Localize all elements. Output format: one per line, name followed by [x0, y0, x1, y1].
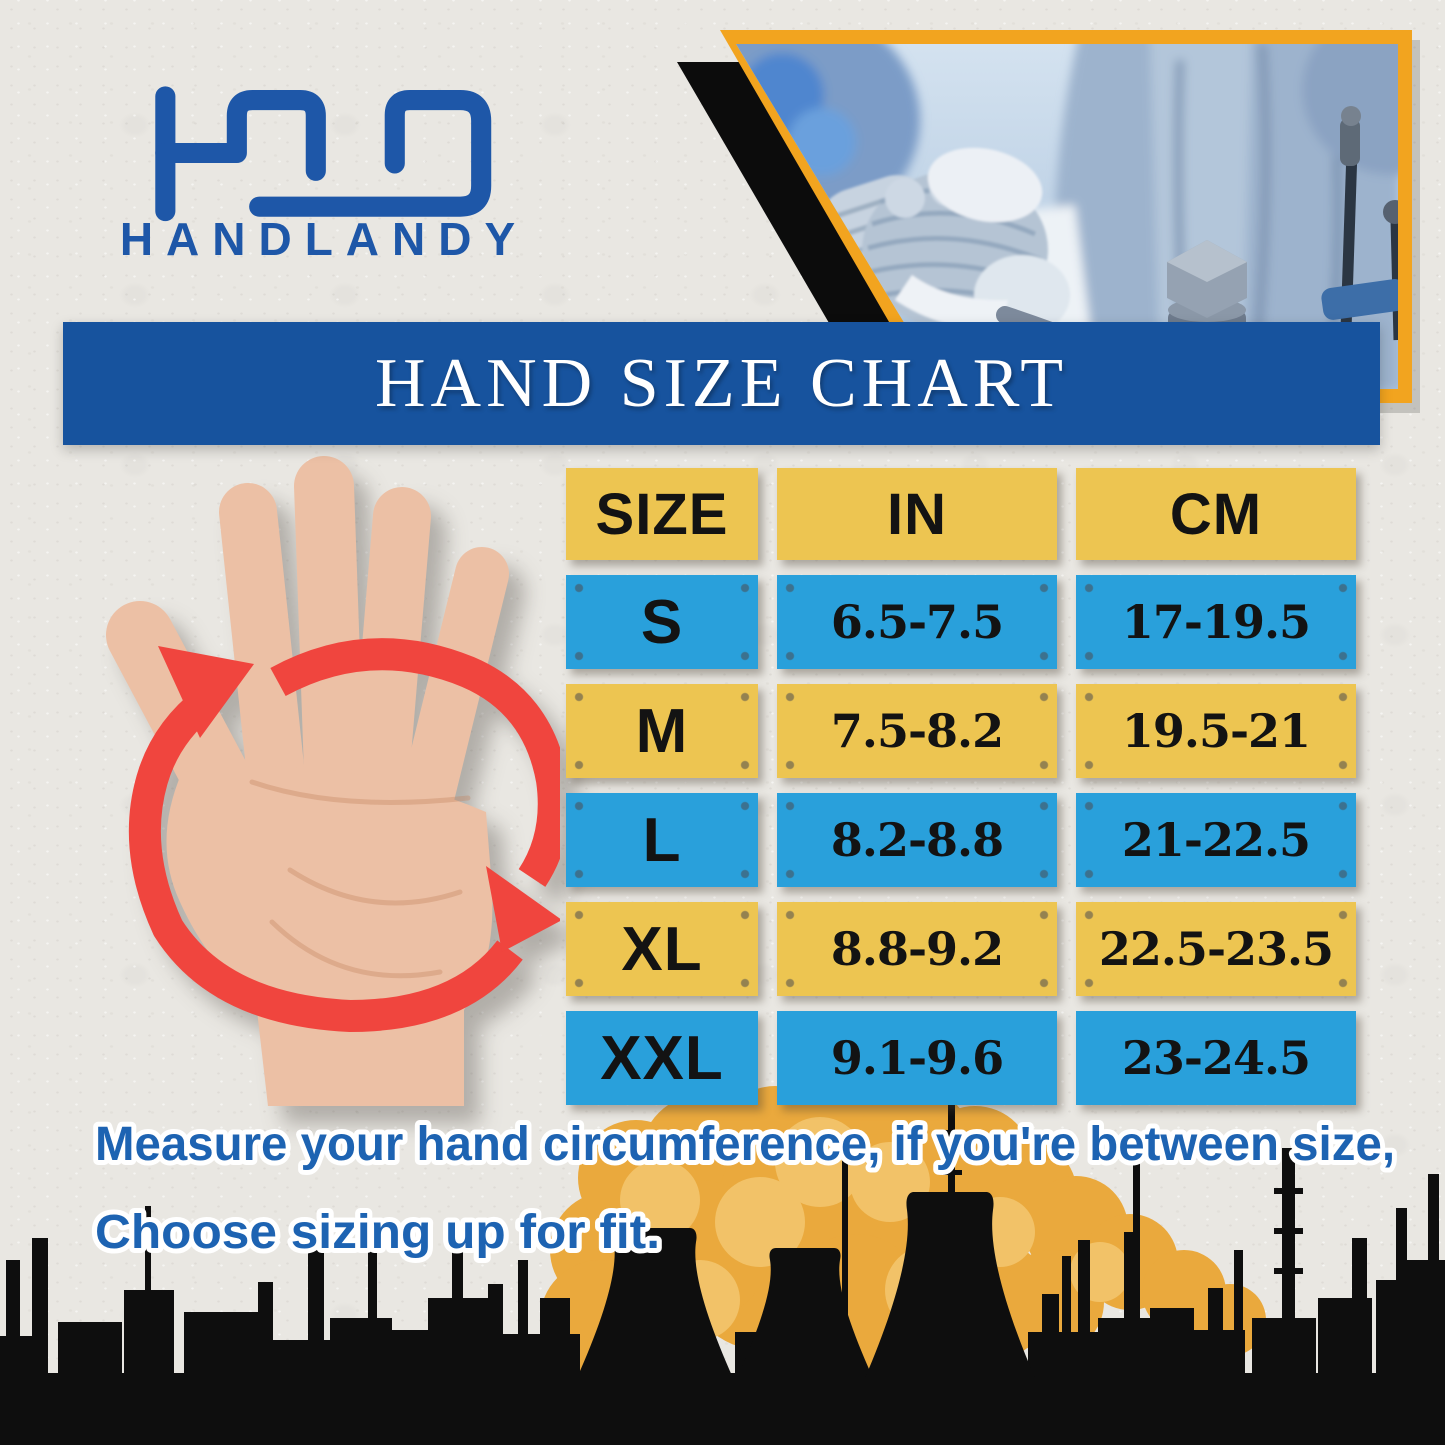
logo-stroke	[155, 90, 326, 181]
industrial-skyline-illustration	[0, 1084, 1445, 1445]
brand-wordmark: HANDLANDY	[119, 213, 529, 265]
size-chart-table: SIZE IN CM S 6.5-7.5 17-19.5 M 7.5-8.2 1…	[566, 468, 1356, 1105]
black-accent-shape	[677, 62, 906, 335]
table-row-cell: S	[566, 575, 758, 669]
column-header-in: IN	[777, 468, 1057, 560]
table-row-cell: 22.5-23.5	[1076, 902, 1356, 996]
table-row-cell: 7.5-8.2	[777, 684, 1057, 778]
table-row-cell: 23-24.5	[1076, 1011, 1356, 1105]
logo-stroke	[249, 90, 492, 217]
table-row-cell: L	[566, 793, 758, 887]
column-header-size: SIZE	[566, 468, 758, 560]
measure-arrow-icon	[128, 638, 560, 1033]
cooling-tower	[577, 1228, 733, 1378]
cooling-tower	[865, 1192, 1035, 1378]
table-row-cell: XXL	[566, 1011, 758, 1105]
factory-silhouette	[0, 1094, 1445, 1445]
table-row-cell: 6.5-7.5	[777, 575, 1057, 669]
table-row-cell: 9.1-9.6	[777, 1011, 1057, 1105]
table-row-cell: XL	[566, 902, 758, 996]
hand-illustration	[106, 456, 560, 1106]
title-banner: HAND SIZE CHART	[63, 322, 1380, 445]
table-row-cell: 17-19.5	[1076, 575, 1356, 669]
table-row-cell: 8.2-8.8	[777, 793, 1057, 887]
column-header-cm: CM	[1076, 468, 1356, 560]
glove-photo	[677, 30, 1420, 413]
brand-logo-icon	[155, 86, 492, 222]
table-row-cell: 19.5-21	[1076, 684, 1356, 778]
table-row-cell: M	[566, 684, 758, 778]
page-title: HAND SIZE CHART	[374, 344, 1068, 422]
table-row-cell: 21-22.5	[1076, 793, 1356, 887]
cooling-tower	[737, 1248, 873, 1378]
table-row-cell: 8.8-9.2	[777, 902, 1057, 996]
